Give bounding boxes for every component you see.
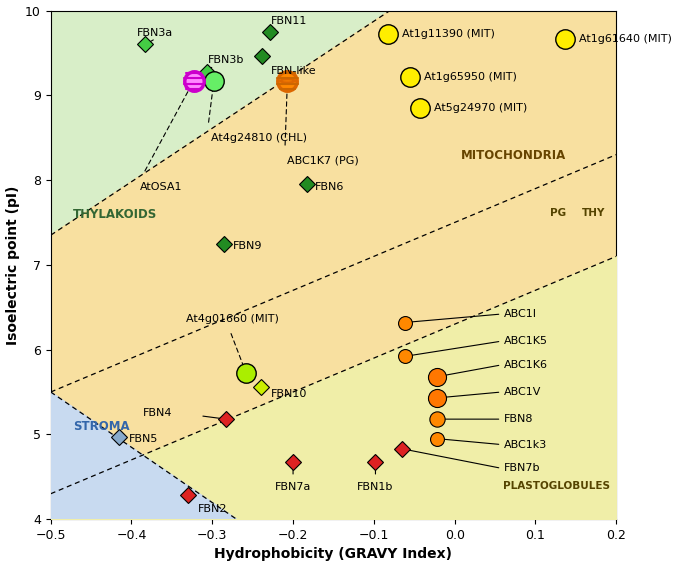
Text: FBN-like: FBN-like bbox=[271, 66, 316, 75]
Text: ABC1k3: ABC1k3 bbox=[504, 439, 547, 450]
Polygon shape bbox=[0, 11, 616, 494]
Text: PLASTOGLOBULES: PLASTOGLOBULES bbox=[503, 481, 610, 492]
Y-axis label: Isoelectric point (pI): Isoelectric point (pI) bbox=[5, 185, 20, 345]
Text: THYLAKOIDS: THYLAKOIDS bbox=[73, 208, 158, 221]
Text: At1g65950 (MIT): At1g65950 (MIT) bbox=[424, 71, 517, 82]
Text: FBN1b: FBN1b bbox=[357, 482, 394, 492]
X-axis label: Hydrophobicity (GRAVY Index): Hydrophobicity (GRAVY Index) bbox=[214, 548, 452, 561]
Text: AtOSA1: AtOSA1 bbox=[139, 182, 182, 192]
Text: FBN5: FBN5 bbox=[129, 434, 158, 445]
Text: THY: THY bbox=[582, 208, 606, 218]
Text: At4g24810 (CHL): At4g24810 (CHL) bbox=[211, 133, 307, 143]
Text: FBN3a: FBN3a bbox=[137, 28, 173, 37]
Text: FBN2: FBN2 bbox=[198, 504, 227, 514]
Text: ABC1K6: ABC1K6 bbox=[504, 360, 548, 370]
Text: ABC1K7 (PG): ABC1K7 (PG) bbox=[286, 155, 358, 166]
Text: FBN7a: FBN7a bbox=[275, 482, 311, 492]
Text: At4g01660 (MIT): At4g01660 (MIT) bbox=[186, 314, 279, 324]
Text: ABC1K5: ABC1K5 bbox=[504, 336, 548, 346]
Polygon shape bbox=[51, 392, 237, 519]
Text: FBN10: FBN10 bbox=[271, 390, 307, 400]
Text: STROMA: STROMA bbox=[73, 420, 130, 433]
Text: At1g61640 (MIT): At1g61640 (MIT) bbox=[579, 35, 672, 44]
Text: At1g11390 (MIT): At1g11390 (MIT) bbox=[402, 29, 495, 39]
Text: FBN6: FBN6 bbox=[315, 182, 344, 192]
Text: FBN4: FBN4 bbox=[142, 408, 172, 418]
Text: FBN8: FBN8 bbox=[504, 414, 533, 424]
Text: FBN9: FBN9 bbox=[233, 241, 262, 251]
Text: FBN11: FBN11 bbox=[271, 16, 307, 26]
Text: FBN7b: FBN7b bbox=[504, 463, 541, 473]
Text: MITOCHONDRIA: MITOCHONDRIA bbox=[461, 149, 566, 162]
Text: ABC1I: ABC1I bbox=[504, 309, 537, 319]
Text: At5g24970 (MIT): At5g24970 (MIT) bbox=[434, 103, 527, 113]
Text: ABC1V: ABC1V bbox=[504, 387, 541, 397]
Polygon shape bbox=[0, 11, 390, 494]
Text: FBN3b: FBN3b bbox=[208, 55, 245, 65]
Text: PG: PG bbox=[550, 208, 566, 218]
